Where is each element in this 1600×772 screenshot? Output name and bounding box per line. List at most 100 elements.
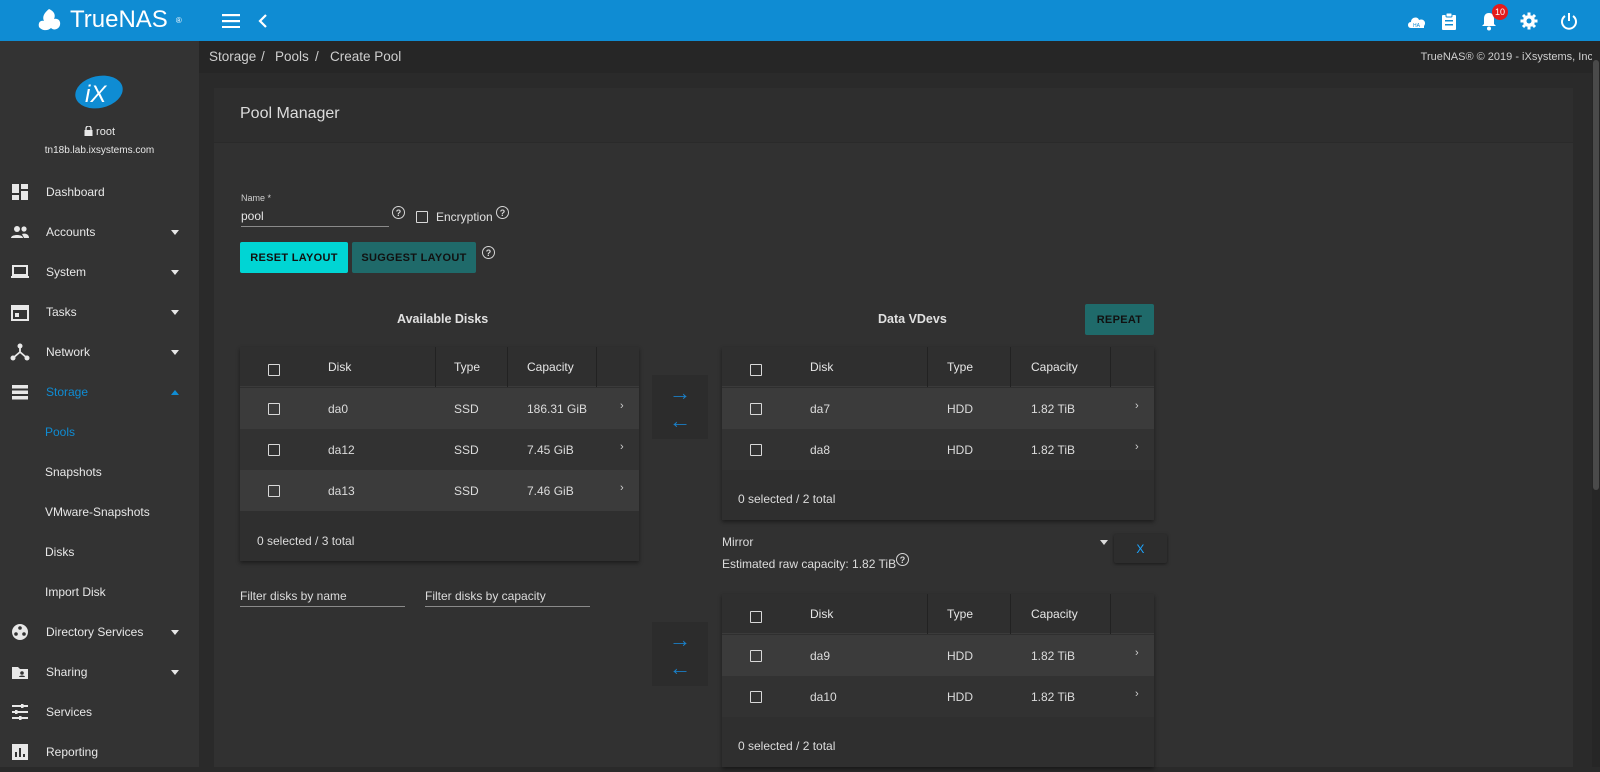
storage-icon xyxy=(12,385,28,400)
table-row[interactable]: da10 HDD 1.82 TiB › xyxy=(722,676,1154,717)
chevron-right-icon[interactable]: › xyxy=(620,441,624,453)
svg-text:HA: HA xyxy=(1413,23,1421,29)
row-checkbox[interactable] xyxy=(750,444,762,456)
row-checkbox[interactable] xyxy=(268,403,280,415)
truenas-logo[interactable]: TrueNAS ® xyxy=(36,6,182,34)
dashboard-icon xyxy=(12,184,28,200)
lock-icon xyxy=(84,125,93,139)
encryption-checkbox[interactable] xyxy=(416,211,428,223)
clipboard-icon[interactable] xyxy=(1438,10,1460,32)
column-header-capacity[interactable]: Capacity xyxy=(1031,360,1078,374)
sidebar-item-sharing[interactable]: Sharing xyxy=(0,652,199,692)
sidebar-item-storage[interactable]: Storage xyxy=(0,372,199,412)
table-row[interactable]: da7 HDD 1.82 TiB › xyxy=(722,388,1154,429)
column-divider xyxy=(1110,347,1111,387)
sidebar-item-dashboard[interactable]: Dashboard xyxy=(0,172,199,212)
table-row[interactable]: da0 SSD 186.31 GiB › xyxy=(240,388,639,429)
repeat-button[interactable]: REPEAT xyxy=(1085,304,1154,335)
menu-icon[interactable] xyxy=(220,10,242,32)
chevron-down-icon[interactable] xyxy=(1100,540,1108,545)
row-checkbox[interactable] xyxy=(750,650,762,662)
disk-type: SSD xyxy=(454,402,479,416)
chevron-right-icon[interactable]: › xyxy=(620,400,624,412)
breadcrumb-pools[interactable]: Pools xyxy=(275,49,309,64)
data-vdev-2-table: Disk Type Capacity da9 HDD 1.82 TiB › da… xyxy=(722,594,1154,767)
pool-name-input[interactable] xyxy=(241,205,389,227)
filter-disks-by-name-input[interactable] xyxy=(240,585,405,607)
sidebar-item-label: Tasks xyxy=(46,305,77,319)
scrollbar-thumb[interactable] xyxy=(1593,60,1599,490)
column-header-disk[interactable]: Disk xyxy=(810,360,834,374)
help-icon[interactable]: ? xyxy=(482,246,495,259)
row-checkbox[interactable] xyxy=(268,485,280,497)
column-header-type[interactable]: Type xyxy=(947,360,974,374)
sidebar-item-directory-services[interactable]: Directory Services xyxy=(0,612,199,652)
sidebar-item-label: Directory Services xyxy=(46,625,144,639)
table-row[interactable]: da9 HDD 1.82 TiB › xyxy=(722,635,1154,676)
sidebar-subitem-pools[interactable]: Pools xyxy=(0,412,199,452)
column-header-capacity[interactable]: Capacity xyxy=(1031,607,1078,621)
select-all-checkbox[interactable] xyxy=(268,364,280,376)
column-header-type[interactable]: Type xyxy=(947,607,974,621)
table-row[interactable]: da13 SSD 7.46 GiB › xyxy=(240,470,639,511)
column-header-disk[interactable]: Disk xyxy=(328,360,352,374)
select-all-checkbox[interactable] xyxy=(750,611,762,623)
sidebar-item-accounts[interactable]: Accounts xyxy=(0,212,199,252)
ha-cloud-icon[interactable]: HA xyxy=(1406,10,1428,32)
sidebar-item-label: Dashboard xyxy=(46,185,105,199)
vdev-layout-select[interactable]: Mirror xyxy=(722,535,754,549)
row-checkbox[interactable] xyxy=(268,444,280,456)
reset-layout-button[interactable]: RESET LAYOUT xyxy=(240,242,348,273)
chevron-right-icon[interactable]: › xyxy=(1135,688,1139,700)
arrow-right-icon[interactable]: → xyxy=(669,380,691,405)
sidebar-item-network[interactable]: Network xyxy=(0,332,199,372)
table-row[interactable]: da12 SSD 7.45 GiB › xyxy=(240,429,639,470)
arrow-left-icon[interactable]: ← xyxy=(669,408,691,433)
column-header-capacity[interactable]: Capacity xyxy=(527,360,574,374)
power-icon[interactable] xyxy=(1558,10,1580,32)
sidebar-item-label: Accounts xyxy=(46,225,96,239)
breadcrumb: Storage / Pools / Create Pool TrueNAS® ©… xyxy=(199,41,1600,73)
services-icon xyxy=(12,704,28,720)
chevron-right-icon[interactable]: › xyxy=(1135,400,1139,412)
sidebar-subitem-label: VMware-Snapshots xyxy=(45,505,150,519)
help-icon[interactable]: ? xyxy=(496,206,509,219)
breadcrumb-storage[interactable]: Storage xyxy=(209,49,257,64)
suggest-layout-button[interactable]: SUGGEST LAYOUT xyxy=(352,242,476,273)
disk-capacity: 1.82 TiB xyxy=(1031,690,1076,704)
sidebar-subitem-import-disk[interactable]: Import Disk xyxy=(0,572,199,612)
arrow-right-icon[interactable]: → xyxy=(669,627,691,652)
sidebar-item-tasks[interactable]: Tasks xyxy=(0,292,199,332)
collapse-chevron-icon[interactable] xyxy=(252,10,274,32)
sidebar-subitem-disks[interactable]: Disks xyxy=(0,532,199,572)
help-icon[interactable]: ? xyxy=(392,206,405,219)
select-all-checkbox[interactable] xyxy=(750,364,762,376)
sidebar-user: root xyxy=(0,125,199,139)
table-row[interactable]: da8 HDD 1.82 TiB › xyxy=(722,429,1154,470)
column-divider xyxy=(927,594,928,634)
column-divider xyxy=(507,347,508,387)
help-icon[interactable]: ? xyxy=(896,553,909,566)
arrow-left-icon[interactable]: ← xyxy=(669,655,691,680)
sidebar-item-services[interactable]: Services xyxy=(0,692,199,732)
breadcrumb-separator: / xyxy=(261,49,265,64)
sidebar-subitem-vmware-snapshots[interactable]: VMware-Snapshots xyxy=(0,492,199,532)
sidebar-item-reporting[interactable]: Reporting xyxy=(0,732,199,772)
notifications-bell-icon[interactable]: 10 xyxy=(1478,4,1508,32)
chevron-right-icon[interactable]: › xyxy=(620,482,624,494)
chevron-right-icon[interactable]: › xyxy=(1135,647,1139,659)
disk-name: da8 xyxy=(810,443,831,457)
row-checkbox[interactable] xyxy=(750,403,762,415)
disk-type: HDD xyxy=(947,649,973,663)
sidebar-item-system[interactable]: System xyxy=(0,252,199,292)
notifications-badge: 10 xyxy=(1492,4,1508,20)
settings-gear-icon[interactable] xyxy=(1518,10,1540,32)
sidebar-hostname: tn18b.lab.ixsystems.com xyxy=(44,145,155,156)
row-checkbox[interactable] xyxy=(750,691,762,703)
column-header-type[interactable]: Type xyxy=(454,360,481,374)
filter-disks-by-capacity-input[interactable] xyxy=(425,585,590,607)
remove-vdev-button[interactable]: X xyxy=(1114,534,1167,563)
column-header-disk[interactable]: Disk xyxy=(810,607,834,621)
chevron-right-icon[interactable]: › xyxy=(1135,441,1139,453)
sidebar-subitem-snapshots[interactable]: Snapshots xyxy=(0,452,199,492)
